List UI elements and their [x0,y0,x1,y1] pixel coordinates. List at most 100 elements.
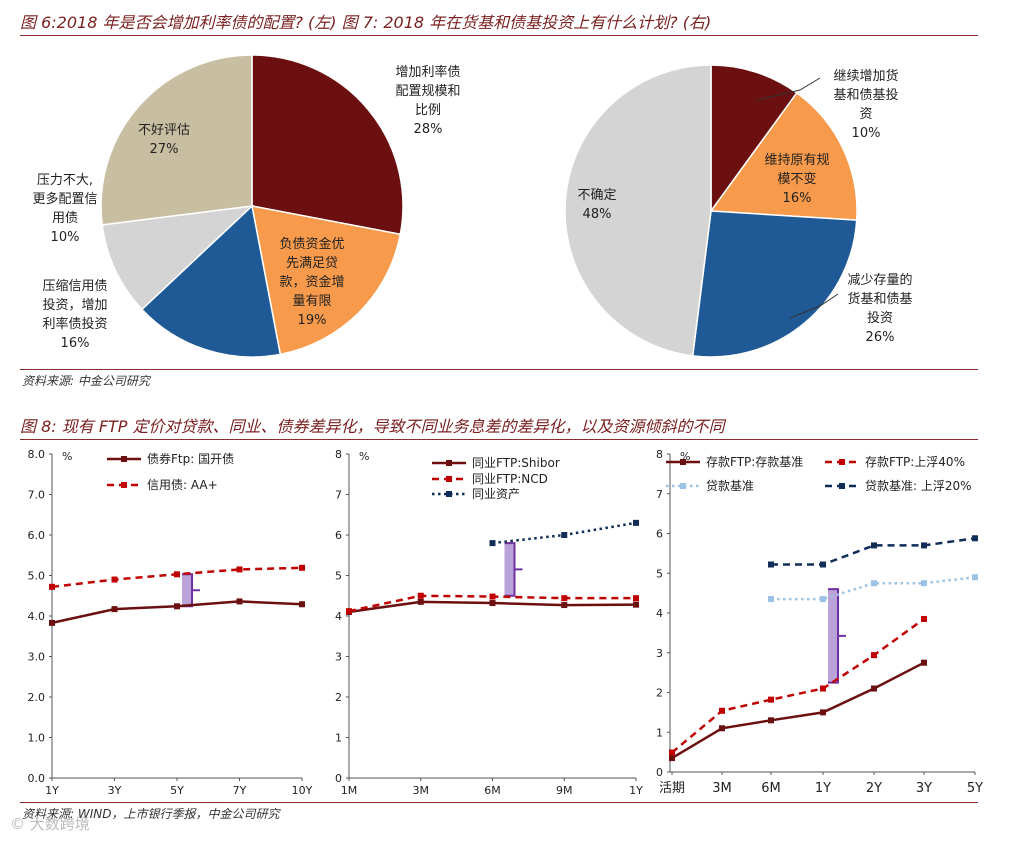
chart-bond-series-0-point-0 [49,619,55,626]
chart-interbank-ytick-6: 6 [335,529,342,542]
chart-bond-ytick-7: 7.0 [28,489,46,502]
pie-left-slice-0 [251,54,404,236]
chart-interbank-series-0-point-2 [489,600,496,607]
chart-interbank-series-0-point-1 [417,598,424,605]
chart-deposit-loan-legend-marker-2 [680,483,686,489]
chart-bond-ytick-6: 6.0 [28,529,46,542]
chart-deposit-loan-series-1-point-0 [669,749,675,756]
chart-deposit-loan-xtick-3: 1Y [815,781,831,796]
chart-interbank-ytick-0: 0 [335,772,342,785]
pie-left-slice-2 [140,204,282,358]
chart-deposit-loan-xtick-6: 5Y [967,781,983,796]
chart-bond-series-1-line [51,566,303,589]
pie-right-label-0: 继续增加货基和债基投资 10% [833,68,898,141]
chart-deposit-loan-series-3-point-3 [820,561,826,568]
chart-bond-ytick-0: 0.0 [28,772,46,785]
chart-interbank-xtick-4: 1Y [629,784,643,797]
chart-deposit-loan-spread-bar [828,589,838,683]
chart-interbank-series-1-point-2 [489,593,496,600]
chart-interbank-ytick-5: 5 [335,570,342,583]
chart-deposit-loan-legend-label-2: 贷款基准 [706,479,754,493]
chart-interbank-series-1-point-1 [417,592,424,599]
chart-bond-xtick-4: 10Y [292,784,313,797]
chart-interbank-series-0-point-3 [561,602,568,609]
chart-bond-series-0-point-3 [236,598,243,605]
chart-deposit-loan-series-3-line [771,537,976,566]
chart-deposit-loan-series-1-point-5 [921,615,927,622]
chart-bond-ytick-1: 1.0 [28,732,46,745]
watermark: © 大数跨境 [10,815,90,833]
pie-right-label-3: 不确定 48% [577,188,616,222]
chart-deposit-loan-series-3-point-6 [972,535,978,542]
chart-deposit-loan-series-2-point-6 [972,574,978,581]
chart-interbank-legend-marker-2 [446,491,452,497]
figure-8-title: 图 8: 现有 FTP 定价对贷款、同业、债券差异化，导致不同业务息差的差异化，… [20,417,725,436]
chart-interbank-xtick-3: 9M [556,784,573,797]
chart-bond-xtick-2: 5Y [170,784,184,797]
chart-deposit-loan-series-0-point-0 [669,755,675,762]
figure-6-7-title: 图 6:2018 年是否会增加利率债的配置? (左) 图 7: 2018 年在货… [20,13,712,32]
chart-deposit-loan-legend-label-0: 存款FTP:存款基准 [706,455,803,469]
pie-left-label-3: 压力不大,更多配置信用债 10% [32,173,97,245]
chart-deposit-loan-series-0-point-5 [921,659,927,666]
chart-deposit-loan-series-1-point-4 [871,652,877,659]
source-rule-top [20,369,978,370]
pie-right-slice-3 [564,64,712,357]
chart-interbank-series-1-point-3 [561,595,568,602]
chart-interbank-ytick-8: 8 [335,448,342,461]
chart-interbank-ytick-7: 7 [335,489,342,502]
source-bottom: 资料来源: WIND，上市银行季报，中金公司研究 [22,807,280,821]
chart-deposit-loan-series-2-point-4 [871,580,877,587]
pie-right-label-2: 减少存量的货基和债基投资 26% [847,272,912,345]
chart-interbank-legend-marker-1 [446,476,452,482]
source-rule-bottom [20,802,978,803]
chart-interbank-series-1-point-0 [346,608,352,615]
pie-left-slice-1 [251,205,402,356]
chart-interbank-spread-bar [504,543,515,596]
pie-left-label-0: 增加利率债配置规模和比例 28% [395,64,460,137]
chart-interbank-xtick-2: 6M [484,784,501,797]
chart-deposit-loan-ytick-5: 5 [656,567,663,580]
chart-deposit-loan-xtick-1: 3M [712,781,732,796]
pie-left-label-2: 压缩信用债投资，增加利率债投资 16% [42,278,107,351]
chart-deposit-loan-series-2-point-3 [820,596,826,603]
chart-deposit-loan-series-0-point-1 [719,725,725,732]
chart-bond-ytick-4: 4.0 [28,610,46,623]
chart-interbank-ytick-1: 1 [335,732,342,745]
chart-interbank-series-2-point-4 [633,519,639,526]
chart-bond-legend-marker-1 [121,482,127,488]
chart-deposit-loan-ytick-4: 4 [656,607,663,620]
chart-deposit-loan-yunit: % [680,450,690,463]
chart-bond-series-0-point-1 [111,606,118,613]
chart-deposit-loan-legend-marker-1 [839,459,845,465]
chart-deposit-loan-series-1-point-3 [820,685,826,692]
chart-deposit-loan-series-1-point-2 [768,696,774,703]
chart-deposit-loan-ytick-1: 1 [656,726,663,739]
pie-right-leader-2 [789,293,839,319]
chart-deposit-loan-ytick-8: 8 [656,448,663,461]
pie-right-slice-1 [709,91,858,221]
pie-right-label-1: 维持原有规模不变 16% [764,153,829,206]
chart-bond-ytick-2: 2.0 [28,691,46,704]
chart-deposit-loan-series-2-point-5 [921,580,927,587]
chart-bond-spread-bar [182,574,192,607]
chart-deposit-loan-series-3-point-5 [921,542,927,549]
chart-interbank-ytick-4: 4 [335,610,342,623]
chart-bond-series-1-point-3 [236,566,243,573]
chart-deposit-loan-series-1-point-1 [719,707,725,714]
chart-bond-legend-label-1: 信用债: AA+ [147,478,218,492]
chart-deposit-loan-series-3-point-4 [871,542,877,549]
chart-bond-xtick-1: 3Y [108,784,122,797]
chart-interbank-legend-label-1: 同业FTP:NCD [472,472,548,486]
chart-interbank-legend-marker-0 [446,460,452,466]
chart-bond-legend-label-0: 债券Ftp: 国开债 [147,451,234,466]
chart-bond-yunit: % [62,450,72,463]
pie-right-leader-0 [756,77,821,101]
pie-left-label-1: 负债资金优先满足贷款，资金增量有限 19% [279,236,344,328]
chart-deposit-loan-series-1-line [671,617,925,754]
chart-bond-xtick-3: 7Y [233,784,247,797]
chart-interbank-series-2-point-3 [561,532,568,538]
chart-interbank-ytick-2: 2 [335,691,342,704]
